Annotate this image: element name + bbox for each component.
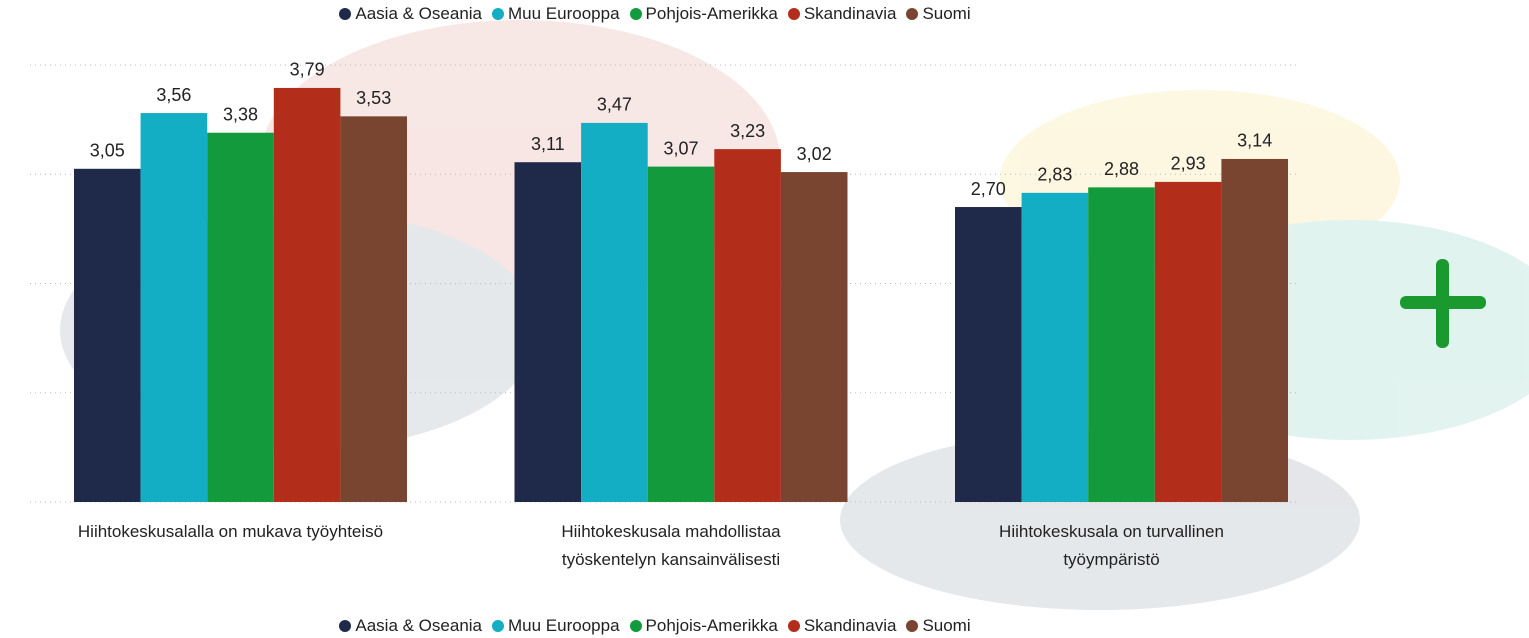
value-label: 2,83 bbox=[1037, 165, 1072, 185]
value-label: 3,23 bbox=[730, 121, 765, 141]
legend-label: Skandinavia bbox=[803, 4, 897, 23]
value-label: 2,70 bbox=[971, 179, 1006, 199]
legend-label: Muu Eurooppa bbox=[508, 616, 620, 635]
bar bbox=[1088, 187, 1155, 503]
bar bbox=[207, 132, 274, 503]
legend-swatch bbox=[906, 620, 919, 632]
legend-item: Suomi bbox=[906, 616, 971, 636]
bar bbox=[1021, 192, 1089, 502]
bar bbox=[647, 166, 715, 503]
legend-item: Pohjois-Amerikka bbox=[629, 616, 778, 636]
bar bbox=[955, 207, 1022, 502]
legend-label: Muu Eurooppa bbox=[508, 4, 620, 23]
legend-label: Suomi bbox=[922, 616, 971, 635]
legend-item: Aasia & Oseania bbox=[339, 616, 482, 636]
legend-swatch bbox=[906, 8, 919, 20]
legend: Aasia & Oseania Muu Eurooppa Pohjois-Ameri… bbox=[0, 616, 1310, 636]
legend-item: Aasia & Oseania bbox=[339, 4, 482, 24]
legend-label: Aasia & Oseania bbox=[355, 616, 483, 635]
legend-swatch bbox=[492, 620, 505, 632]
legend-swatch bbox=[787, 620, 800, 632]
value-label: 2,88 bbox=[1104, 159, 1139, 179]
legend-item: Suomi bbox=[906, 4, 971, 24]
bar bbox=[780, 172, 848, 502]
legend-swatch bbox=[629, 8, 642, 20]
legend: Aasia & Oseania Muu Eurooppa Pohjois-Ameri… bbox=[0, 4, 1310, 24]
legend-label: Suomi bbox=[922, 4, 971, 23]
bar bbox=[514, 162, 582, 503]
value-label: 2,93 bbox=[1171, 154, 1206, 174]
value-label: 3,79 bbox=[290, 60, 325, 80]
legend-label: Aasia & Oseania bbox=[355, 4, 483, 23]
x-tick-label: Hiihtokeskusalalla on mukava työyhteisö bbox=[77, 522, 384, 541]
value-label: 3,05 bbox=[90, 141, 125, 161]
bar bbox=[714, 149, 781, 502]
legend-item: Skandinavia bbox=[787, 616, 897, 636]
plus-icon bbox=[1400, 259, 1486, 348]
legend-item: Muu Eurooppa bbox=[492, 4, 620, 24]
legend-swatch bbox=[629, 620, 642, 632]
legend-swatch bbox=[492, 8, 505, 20]
value-label: 3,38 bbox=[223, 104, 258, 124]
bar bbox=[1221, 158, 1288, 502]
value-label: 3,07 bbox=[663, 138, 698, 158]
legend-item: Pohjois-Amerikka bbox=[629, 4, 778, 24]
legend-label: Skandinavia bbox=[803, 616, 897, 635]
legend-item: Skandinavia bbox=[787, 4, 897, 24]
x-tick-label: Hiihtokeskusala mahdollistaa työskentely… bbox=[561, 522, 781, 569]
legend-item: Muu Eurooppa bbox=[492, 616, 620, 636]
bar bbox=[1154, 181, 1222, 502]
bar bbox=[273, 87, 341, 502]
bars: 3,05 3,56 3,38 3,79 3,53 3,11 3,47 3,07 3,23 3,02… bbox=[74, 60, 1288, 503]
value-label: 3,53 bbox=[356, 88, 391, 108]
value-label: 3,11 bbox=[531, 134, 565, 154]
bar bbox=[340, 116, 407, 502]
value-label: 3,14 bbox=[1237, 131, 1272, 151]
bar bbox=[74, 168, 141, 502]
x-tick-label: Hiihtokeskusala on turvallinen työympäri… bbox=[999, 522, 1224, 569]
legend-swatch bbox=[339, 620, 352, 632]
legend-label: Pohjois-Amerikka bbox=[645, 4, 778, 23]
legend-label: Pohjois-Amerikka bbox=[645, 616, 778, 635]
legend-swatch bbox=[339, 8, 352, 20]
value-label: 3,56 bbox=[156, 85, 191, 105]
bar bbox=[581, 122, 648, 502]
legend-swatch bbox=[787, 8, 800, 20]
bar bbox=[140, 113, 208, 502]
value-label: 3,47 bbox=[597, 95, 632, 115]
value-label: 3,02 bbox=[797, 144, 832, 164]
